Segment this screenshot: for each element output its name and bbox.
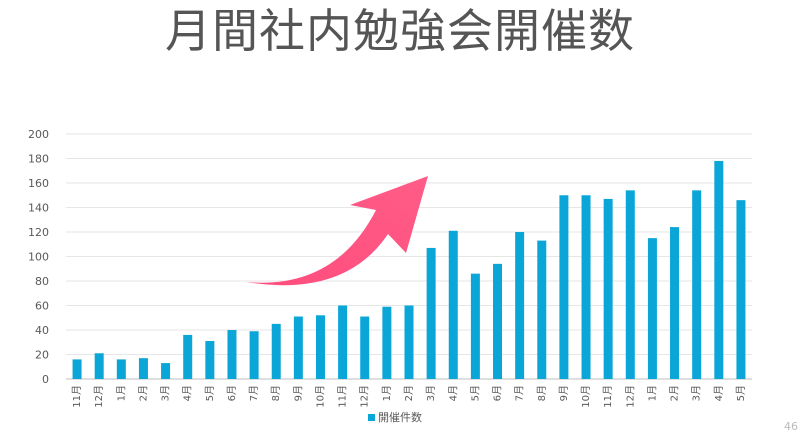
x-tick-label: 4月 [182, 385, 194, 401]
bar [293, 316, 303, 379]
x-tick-label: 12月 [359, 385, 371, 408]
bar [714, 160, 724, 379]
x-tick-label: 2月 [137, 385, 149, 401]
bar [205, 341, 215, 379]
x-tick-label: 7月 [248, 385, 260, 401]
bar [138, 358, 148, 379]
x-tick-label: 6月 [492, 385, 504, 401]
bar [271, 323, 281, 380]
bar [94, 353, 104, 379]
bar [360, 316, 370, 379]
bar [183, 334, 193, 379]
x-tick-label: 5月 [204, 385, 216, 401]
bar [692, 190, 702, 379]
x-tick-label: 3月 [691, 385, 703, 401]
bar [647, 238, 657, 380]
y-tick-label: 180 [28, 153, 49, 166]
x-tick-label: 4月 [713, 385, 725, 401]
x-tick-label: 11月 [602, 385, 614, 408]
bar [382, 306, 392, 379]
bar [227, 330, 237, 379]
y-tick-label: 120 [28, 226, 49, 239]
y-tick-label: 0 [42, 373, 49, 386]
x-tick-label: 7月 [514, 385, 526, 401]
legend-label: 開催件数 [378, 410, 422, 424]
x-tick-label: 10月 [580, 385, 592, 408]
bar [72, 359, 82, 379]
growth-arrow-icon [246, 176, 428, 286]
y-axis-ticks: 0 20 40 60 80 100 120 140 160 180 200 [28, 128, 49, 386]
y-tick-label: 200 [28, 128, 49, 141]
x-tick-label: 9月 [558, 385, 570, 401]
bar [249, 331, 259, 379]
y-tick-label: 60 [35, 300, 49, 313]
x-tick-label: 3月 [160, 385, 172, 401]
bar [448, 230, 458, 379]
x-tick-label: 9月 [292, 385, 304, 401]
x-tick-label: 11月 [71, 385, 83, 408]
x-tick-label: 1月 [115, 385, 127, 401]
bar [559, 195, 569, 379]
y-tick-label: 160 [28, 177, 49, 190]
x-axis-ticks: 11月 12月 1月 2月 3月 4月 5月 6月 7月 8月 9月 10月 11月 12月 1月 2月 3月 4… [71, 385, 747, 408]
x-tick-label: 1月 [381, 385, 393, 401]
y-tick-label: 80 [35, 275, 49, 288]
bar [404, 305, 414, 379]
x-tick-label: 2月 [403, 385, 415, 401]
x-tick-label: 1月 [646, 385, 658, 401]
bar [515, 232, 525, 379]
y-tick-label: 20 [35, 349, 49, 362]
y-tick-label: 40 [35, 324, 49, 337]
bar [625, 190, 635, 379]
bar [338, 305, 348, 379]
bar [603, 198, 613, 379]
bar [161, 363, 171, 379]
x-tick-label: 10月 [314, 385, 326, 408]
x-tick-label: 3月 [425, 385, 437, 401]
x-tick-label: 11月 [337, 385, 349, 408]
bar [670, 227, 680, 379]
bar [426, 247, 436, 379]
slide-title: 月間社内勉強会開催数 [165, 4, 635, 58]
legend: 開催件数 [368, 410, 422, 424]
x-tick-label: 8月 [270, 385, 282, 401]
bar [493, 263, 503, 379]
bar [537, 240, 547, 379]
bar [315, 315, 325, 379]
x-tick-label: 5月 [469, 385, 481, 401]
page-number: 46 [784, 420, 798, 433]
legend-swatch [368, 414, 375, 421]
x-tick-label: 6月 [226, 385, 238, 401]
x-tick-label: 12月 [93, 385, 105, 408]
bar [470, 273, 480, 379]
bar [736, 200, 746, 379]
y-tick-label: 140 [28, 202, 49, 215]
x-tick-label: 12月 [624, 385, 636, 408]
x-tick-label: 2月 [669, 385, 681, 401]
bar [581, 195, 591, 379]
x-tick-label: 8月 [536, 385, 548, 401]
bars [72, 160, 746, 380]
bar [116, 359, 126, 379]
x-tick-label: 4月 [447, 385, 459, 401]
y-tick-label: 100 [28, 251, 49, 264]
x-tick-label: 5月 [735, 385, 747, 401]
